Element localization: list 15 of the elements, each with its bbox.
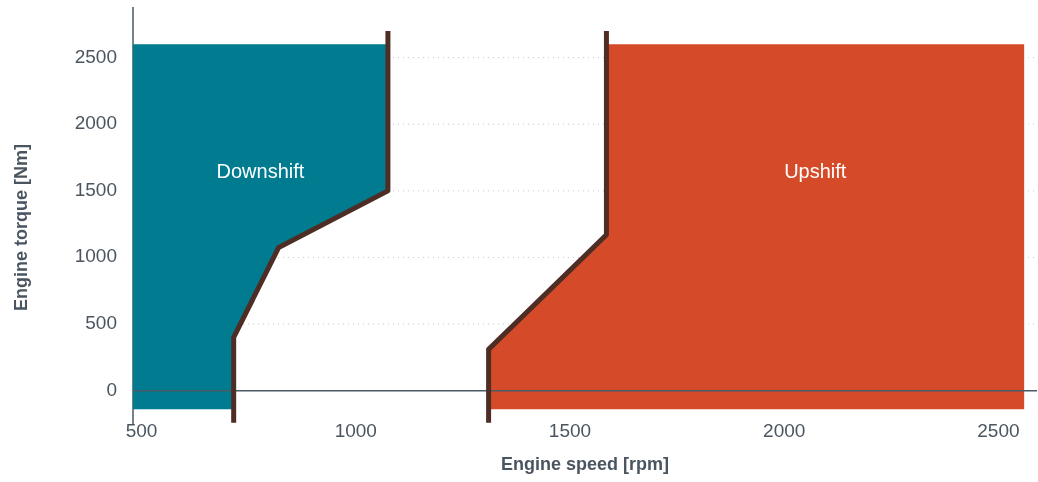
x-tick-label: 2500 xyxy=(977,420,1020,442)
x-tick-label: 1500 xyxy=(548,420,592,442)
series-label: Downshift xyxy=(216,159,305,182)
x-axis-title: Engine speed [rpm] xyxy=(500,454,670,474)
x-tick-label: 2000 xyxy=(763,420,806,442)
y-tick-label: 1500 xyxy=(74,178,117,200)
y-tick-label: 0 xyxy=(106,378,117,400)
series-label: Upshift xyxy=(784,159,847,182)
y-tick-label: 1000 xyxy=(74,245,117,267)
y-tick-label: 500 xyxy=(85,312,117,334)
y-tick-label: 2000 xyxy=(74,112,117,134)
y-axis-title: Engine torque [Nm] xyxy=(11,144,31,311)
y-tick-label: 2500 xyxy=(74,45,117,67)
x-tick-label: 1000 xyxy=(334,420,377,442)
x-tick-label: 500 xyxy=(125,420,158,442)
